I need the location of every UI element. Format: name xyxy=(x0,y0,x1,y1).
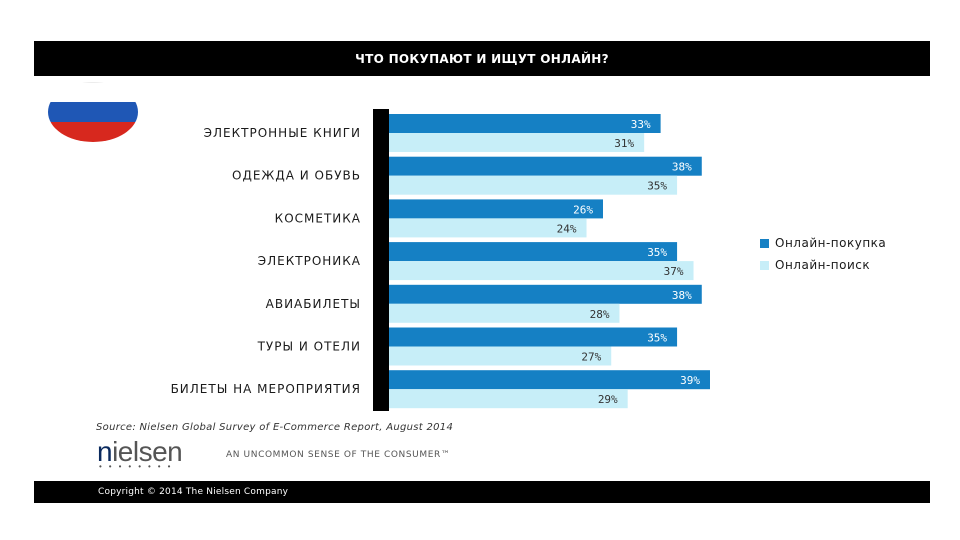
source-note: Source: Nielsen Global Survey of E-Comme… xyxy=(96,422,454,433)
value-label-purchase: 26% xyxy=(573,203,593,216)
legend-swatch-purchase xyxy=(760,238,769,248)
legend-label-purchase: Онлайн-покупка xyxy=(775,236,887,250)
legend-swatch-search xyxy=(760,260,769,270)
value-label-purchase: 39% xyxy=(680,374,700,387)
bar-search xyxy=(389,261,694,281)
bar-purchase xyxy=(389,114,661,133)
value-label-search: 37% xyxy=(664,265,684,278)
value-label-search: 29% xyxy=(598,393,618,406)
bar-purchase xyxy=(389,199,603,219)
chart-legend: Онлайн-покупка Онлайн-поиск xyxy=(760,232,886,276)
tagline: AN UNCOMMON SENSE OF THE CONSUMER™ xyxy=(226,450,451,460)
value-label-purchase: 35% xyxy=(647,246,667,259)
bar-search xyxy=(389,303,620,323)
page-title-text: ЧТО ПОКУПАЮТ И ИЩУТ ОНЛАЙН? xyxy=(355,51,609,66)
legend-item-purchase: Онлайн-покупка xyxy=(760,232,886,254)
value-label-search: 35% xyxy=(647,180,667,193)
category-label: ОДЕЖДА И ОБУВЬ xyxy=(232,169,361,183)
bar-purchase xyxy=(389,370,710,390)
page-title: ЧТО ПОКУПАЮТ И ИЩУТ ОНЛАЙН? xyxy=(34,41,930,76)
category-label: БИЛЕТЫ НА МЕРОПРИЯТИЯ xyxy=(171,382,361,396)
category-label: ЭЛЕКТРОННЫЕ КНИГИ xyxy=(204,126,361,140)
legend-label-search: Онлайн-поиск xyxy=(775,258,871,272)
value-label-search: 27% xyxy=(581,351,601,364)
bar-search xyxy=(389,389,628,409)
value-label-search: 24% xyxy=(557,222,577,235)
bar-purchase xyxy=(389,327,678,347)
bar-purchase xyxy=(389,242,678,262)
value-label-purchase: 33% xyxy=(631,118,651,131)
bar-search xyxy=(389,133,645,152)
value-label-purchase: 38% xyxy=(672,161,692,174)
category-label: АВИАБИЛЕТЫ xyxy=(266,297,361,311)
category-label: КОСМЕТИКА xyxy=(275,211,361,225)
bar-search xyxy=(389,346,612,366)
bar-search xyxy=(389,175,678,195)
value-label-purchase: 35% xyxy=(647,332,667,345)
value-label-search: 31% xyxy=(614,137,634,150)
legend-item-search: Онлайн-поиск xyxy=(760,254,886,276)
nielsen-logo-dots: •••••••• xyxy=(99,462,178,471)
bar-purchase xyxy=(389,284,702,304)
y-axis-line xyxy=(373,109,389,411)
russia-flag-icon xyxy=(48,82,138,142)
copyright-text: Copyright © 2014 The Nielsen Company xyxy=(98,487,289,497)
nielsen-logo: nielsen xyxy=(97,436,183,467)
bar-search xyxy=(389,218,587,238)
value-label-search: 28% xyxy=(590,308,610,321)
category-label: ТУРЫ И ОТЕЛИ xyxy=(257,340,361,354)
bar-purchase xyxy=(389,156,702,176)
category-label: ЭЛЕКТРОНИКА xyxy=(258,254,361,268)
value-label-purchase: 38% xyxy=(672,289,692,302)
footer-bar: Copyright © 2014 The Nielsen Company xyxy=(34,481,930,503)
